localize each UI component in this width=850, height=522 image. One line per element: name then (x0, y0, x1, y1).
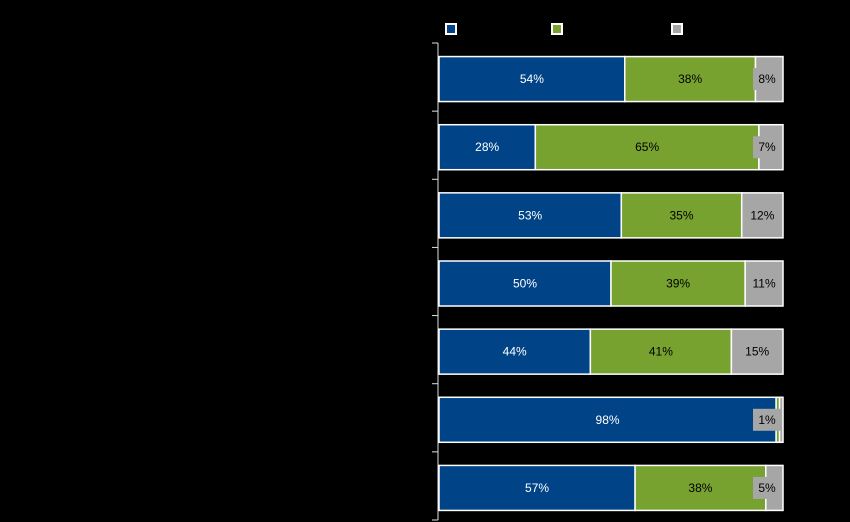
data-label: 11% (753, 277, 776, 291)
bar-segment (744, 260, 784, 307)
data-label: 38% (678, 72, 702, 86)
bar-segment (620, 192, 743, 239)
legend-swatch (445, 23, 457, 35)
bar-segment (610, 260, 746, 307)
data-label-box (753, 476, 781, 499)
bars: 54% 38% 8% 28% 65% 7% 53% 35% 12% 50% 39% 11% 44% 41%… (438, 55, 784, 512)
data-label: 65% (635, 140, 659, 154)
data-label: 39% (666, 277, 690, 291)
bar-segment (438, 192, 623, 239)
bar-segment (730, 328, 784, 375)
bar-row: 50% 39% 11% (438, 260, 784, 307)
data-label-box (753, 408, 781, 431)
data-label-box (753, 68, 781, 91)
bar-row: 28% 65% 7% (438, 123, 784, 171)
legend-swatch (551, 23, 563, 35)
bar-segment (634, 464, 767, 512)
bar-segment (438, 260, 612, 307)
bar-segment (740, 192, 784, 239)
data-label: 41% (649, 345, 673, 359)
bar-row: 54% 38% 8% (438, 55, 784, 103)
bar-row: 57% 38% 5% (438, 464, 784, 512)
bar-row: 98% 1% (438, 396, 784, 444)
bar-segment (438, 55, 626, 103)
data-label: 57% (525, 481, 549, 495)
data-label: 98% (596, 413, 620, 427)
bar-segment (534, 123, 760, 171)
data-label: 44% (503, 345, 527, 359)
data-label: 7% (758, 140, 776, 154)
data-label: 50% (513, 277, 537, 291)
bar-row: 44% 41% 15% (438, 328, 784, 375)
data-label-box (753, 136, 781, 159)
data-label: 15% (745, 345, 769, 359)
bar-segment (438, 123, 537, 171)
data-label: 38% (688, 481, 712, 495)
data-label: 5% (758, 481, 776, 495)
category-axis (432, 42, 439, 521)
data-label: 12% (750, 208, 774, 222)
data-label: 1% (758, 413, 776, 427)
data-label: 53% (518, 208, 542, 222)
data-label: 28% (475, 140, 499, 154)
bar-segment (438, 328, 592, 375)
legend-swatch (671, 23, 683, 35)
data-label: 54% (520, 72, 544, 86)
data-label: 8% (758, 72, 776, 86)
data-label: 35% (670, 208, 694, 222)
bar-segment (589, 328, 733, 375)
legend (445, 23, 683, 35)
bar-row: 53% 35% 12% (438, 192, 784, 239)
